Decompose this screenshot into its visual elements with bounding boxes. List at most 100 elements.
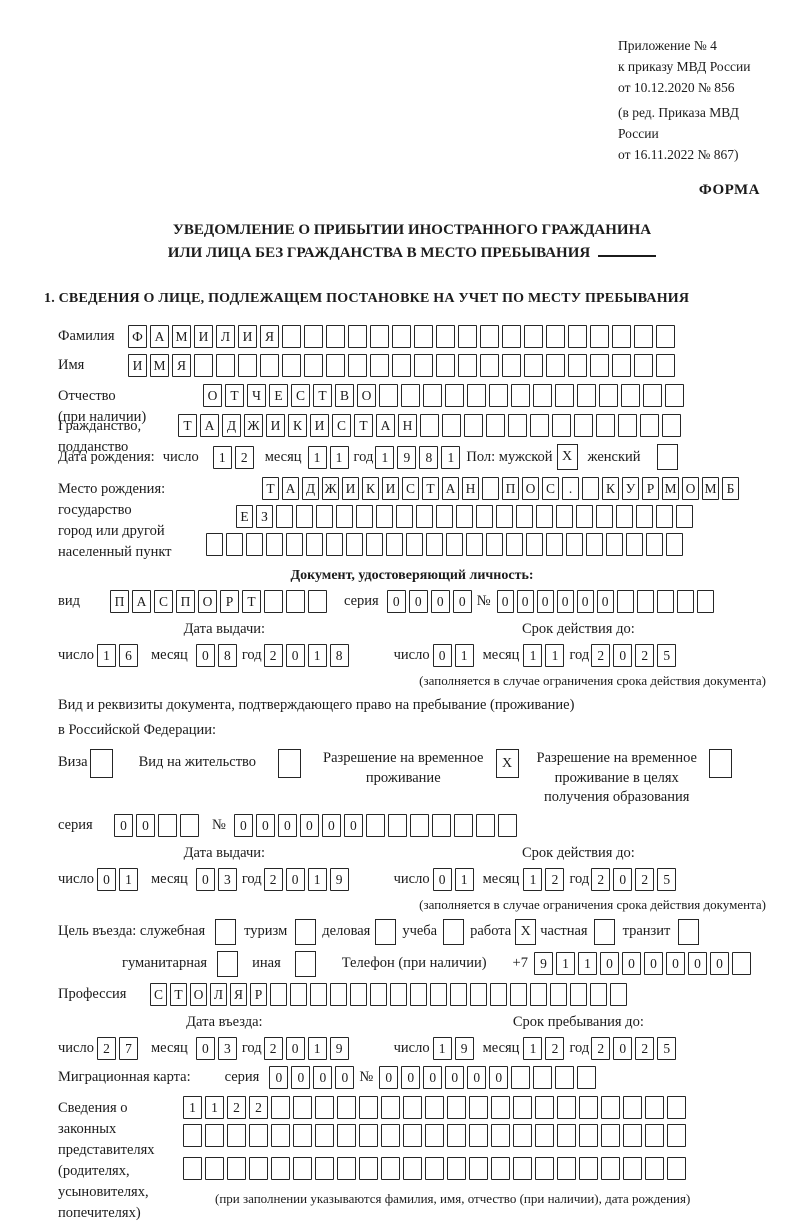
char-cell[interactable]: Е	[236, 505, 253, 529]
char-cell[interactable]	[616, 505, 633, 529]
char-cell[interactable]	[458, 354, 477, 378]
char-cell[interactable]	[450, 982, 467, 1006]
char-cell[interactable]: 0	[432, 644, 452, 668]
char-cell[interactable]: 0	[643, 952, 663, 976]
char-cell[interactable]: 1	[454, 644, 474, 668]
char-cell[interactable]: К	[362, 477, 379, 501]
char-cell[interactable]: 1	[205, 1095, 224, 1119]
char-cell[interactable]	[601, 1123, 620, 1147]
char-cell[interactable]: 2	[635, 644, 655, 668]
char-cell[interactable]	[337, 1156, 356, 1180]
char-cell[interactable]: 0	[195, 867, 215, 891]
char-cell[interactable]: М	[702, 477, 719, 501]
char-cell[interactable]: 2	[263, 644, 283, 668]
char-cell[interactable]	[643, 384, 662, 408]
char-cell[interactable]: А	[376, 414, 395, 438]
char-cell[interactable]	[260, 354, 279, 378]
char-cell[interactable]: 0	[195, 644, 215, 668]
char-cell[interactable]: П	[502, 477, 519, 501]
char-cell[interactable]: 0	[285, 1036, 305, 1060]
char-cell[interactable]: 0	[516, 590, 534, 614]
char-cell[interactable]: 0	[599, 952, 619, 976]
purpose-transit-checkbox[interactable]	[678, 918, 700, 945]
char-cell[interactable]: Т	[262, 477, 279, 501]
char-cell[interactable]	[458, 325, 477, 349]
char-cell[interactable]: 1	[555, 952, 575, 976]
char-cell[interactable]	[227, 1156, 246, 1180]
char-cell[interactable]	[425, 1095, 444, 1119]
char-cell[interactable]	[645, 1095, 664, 1119]
char-cell[interactable]	[420, 414, 439, 438]
char-cell[interactable]	[436, 325, 455, 349]
char-cell[interactable]: 0	[489, 1065, 509, 1089]
char-cell[interactable]	[350, 982, 367, 1006]
char-cell[interactable]	[348, 354, 367, 378]
char-cell[interactable]	[667, 1095, 686, 1119]
char-cell[interactable]	[568, 325, 587, 349]
char-cell[interactable]: У	[622, 477, 639, 501]
char-cell[interactable]: 9	[329, 867, 349, 891]
char-cell[interactable]	[579, 1095, 598, 1119]
temp-residence-education-checkbox[interactable]	[708, 749, 732, 779]
char-cell[interactable]	[469, 1156, 488, 1180]
char-cell[interactable]	[476, 505, 493, 529]
char-cell[interactable]: А	[150, 325, 169, 349]
char-cell[interactable]	[491, 1095, 510, 1119]
char-cell[interactable]	[359, 1123, 378, 1147]
char-cell[interactable]	[535, 1095, 554, 1119]
char-cell[interactable]	[470, 982, 487, 1006]
char-cell[interactable]	[656, 325, 675, 349]
char-cell[interactable]	[416, 505, 433, 529]
char-cell[interactable]	[502, 325, 521, 349]
char-cell[interactable]	[194, 354, 213, 378]
char-cell[interactable]: 0	[408, 590, 428, 614]
char-cell[interactable]: О	[357, 384, 376, 408]
char-cell[interactable]	[656, 590, 674, 614]
char-cell[interactable]	[271, 1156, 290, 1180]
char-cell[interactable]	[180, 813, 199, 837]
char-cell[interactable]	[582, 477, 599, 501]
char-cell[interactable]: З	[256, 505, 273, 529]
char-cell[interactable]	[665, 384, 684, 408]
char-cell[interactable]	[381, 1156, 400, 1180]
char-cell[interactable]	[366, 533, 383, 557]
char-cell[interactable]	[636, 505, 653, 529]
char-cell[interactable]: Я	[172, 354, 191, 378]
char-cell[interactable]: С	[332, 414, 351, 438]
char-cell[interactable]: 0	[613, 644, 633, 668]
char-cell[interactable]: 2	[635, 867, 655, 891]
char-cell[interactable]	[511, 384, 530, 408]
char-cell[interactable]: 8	[329, 644, 349, 668]
purpose-other-checkbox[interactable]	[294, 950, 316, 977]
char-cell[interactable]	[616, 590, 634, 614]
char-cell[interactable]	[570, 982, 587, 1006]
char-cell[interactable]	[227, 1123, 246, 1147]
char-cell[interactable]	[546, 354, 565, 378]
char-cell[interactable]	[425, 1156, 444, 1180]
char-cell[interactable]	[293, 1095, 312, 1119]
char-cell[interactable]: П	[110, 590, 129, 614]
char-cell[interactable]	[555, 1065, 575, 1089]
char-cell[interactable]	[370, 325, 389, 349]
char-cell[interactable]: Т	[170, 982, 187, 1006]
purpose-tourism-checkbox[interactable]	[295, 918, 317, 945]
char-cell[interactable]: 0	[313, 1065, 333, 1089]
char-cell[interactable]	[410, 982, 427, 1006]
female-checkbox[interactable]	[656, 444, 678, 471]
char-cell[interactable]: 0	[709, 952, 729, 976]
char-cell[interactable]	[667, 1123, 686, 1147]
char-cell[interactable]: 0	[96, 867, 116, 891]
char-cell[interactable]: Р	[220, 590, 239, 614]
char-cell[interactable]	[506, 533, 523, 557]
char-cell[interactable]: Б	[722, 477, 739, 501]
char-cell[interactable]: 2	[96, 1036, 116, 1060]
char-cell[interactable]: Я	[260, 325, 279, 349]
char-cell[interactable]	[513, 1156, 532, 1180]
char-cell[interactable]	[676, 590, 694, 614]
visa-checkbox[interactable]	[89, 749, 113, 779]
char-cell[interactable]	[436, 505, 453, 529]
char-cell[interactable]	[662, 414, 681, 438]
char-cell[interactable]	[486, 533, 503, 557]
char-cell[interactable]	[577, 1065, 597, 1089]
char-cell[interactable]: Т	[354, 414, 373, 438]
